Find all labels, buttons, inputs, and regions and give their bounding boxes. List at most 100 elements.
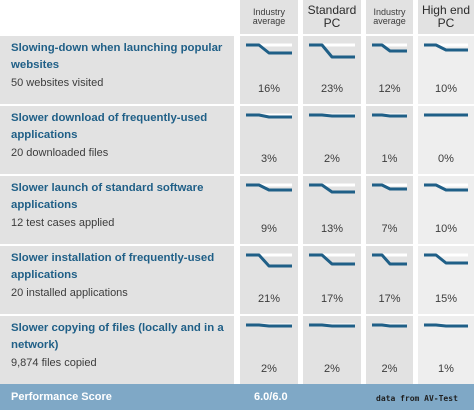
slowdown-line-mark [309,253,355,266]
value-cell: 13% [303,176,361,244]
performance-score-value: 6.0/6.0 [254,391,288,403]
slowdown-percentage: 2% [381,363,398,375]
slowdown-line-mark [424,183,468,192]
slowdown-percentage: 23% [320,83,344,95]
value-cell: 0% [418,106,474,174]
performance-score-label: Performance Score [11,391,112,403]
slowdown-percentage: 17% [378,293,401,305]
column-header-label: Industry average [373,6,406,26]
slowdown-line-mark [424,43,468,52]
slowdown-graph-icon [424,183,468,192]
slowdown-percentage: 16% [257,83,281,95]
slowdown-graph-icon [424,113,468,117]
row-subtitle: 12 test cases applied [11,217,115,229]
slowdown-line-mark [309,183,355,194]
value-cell: 16% [240,36,298,104]
slowdown-line-mark [372,183,407,191]
table-row: Slower download of frequently-used appli… [0,106,474,174]
value-cell: 2% [303,106,361,174]
performance-score-bar: Performance Score 6.0/6.0 data from AV-T… [0,384,474,410]
slowdown-graph-icon [424,43,468,52]
row-label: Slower copying of files (locally and in … [0,316,234,384]
column-header-label: Industry average [252,6,286,26]
slowdown-graph-icon [246,253,292,268]
value-cell: 2% [303,316,361,384]
slowdown-graph-icon [309,113,355,118]
row-title: Slower launch of standard software appli… [11,182,204,211]
value-cell: 2% [240,316,298,384]
slowdown-graph-icon [372,43,407,53]
value-cell: 1% [366,106,413,174]
slowdown-percentage: 21% [257,293,281,305]
slowdown-line-mark [309,43,355,59]
table-header: Industry average Standard PC Industry av… [0,0,474,34]
slowdown-percentage: 10% [434,83,458,95]
slowdown-graph-icon [309,253,355,266]
slowdown-percentage: 10% [434,223,458,235]
row-title: Slower download of frequently-used appli… [11,112,208,141]
value-cell: 12% [366,36,413,104]
slowdown-line-mark [246,323,292,328]
slowdown-line-mark [372,323,407,328]
slowdown-graph-icon [309,183,355,194]
row-label: Slower download of frequently-used appli… [0,106,234,174]
row-subtitle: 50 websites visited [11,77,104,89]
slowdown-graph-icon [246,43,292,55]
slowdown-line-mark [246,253,292,268]
slowdown-line-mark [246,43,292,55]
table-row: Slower installation of frequently-used a… [0,246,474,314]
value-cell: 2% [366,316,413,384]
value-cell: 17% [366,246,413,314]
slowdown-graph-icon [372,253,407,266]
slowdown-graph-icon [246,113,292,119]
data-source-credit: data from AV-Test [376,394,458,403]
value-cell: 21% [240,246,298,314]
slowdown-percentage: 2% [324,363,340,375]
row-label: Slower launch of standard software appli… [0,176,234,244]
column-header-label: High end PC [421,3,471,30]
column-header-industry-average-1: Industry average [240,0,298,34]
table-row: Slower copying of files (locally and in … [0,316,474,384]
slowdown-graph-icon [424,323,468,328]
table-row: Slower launch of standard software appli… [0,176,474,244]
row-subtitle: 20 installed applications [11,287,128,299]
slowdown-graph-icon [246,183,292,192]
slowdown-percentage: 1% [438,363,454,375]
slowdown-line-mark [309,323,355,328]
value-cell: 10% [418,36,474,104]
slowdown-line-mark [424,323,468,328]
column-header-high-end-pc: High end PC [418,0,474,34]
slowdown-graph-icon [372,183,407,191]
value-cell: 17% [303,246,361,314]
slowdown-percentage: 0% [438,153,454,165]
slowdown-percentage: 2% [261,363,277,375]
value-cell: 9% [240,176,298,244]
table-row: Slowing-down when launching popular webs… [0,36,474,104]
slowdown-percentage: 12% [378,83,401,95]
slowdown-percentage: 17% [320,293,344,305]
slowdown-percentage: 3% [261,153,277,165]
slowdown-line-mark [372,253,407,266]
row-label: Slower installation of frequently-used a… [0,246,234,314]
value-cell: 15% [418,246,474,314]
slowdown-line-mark [372,113,407,118]
slowdown-line-mark [424,253,468,265]
slowdown-line-mark [372,43,407,53]
row-subtitle: 9,874 files copied [11,357,97,369]
slowdown-graph-icon [246,323,292,328]
value-cell: 3% [240,106,298,174]
slowdown-percentage: 2% [324,153,340,165]
row-title: Slowing-down when launching popular webs… [11,42,223,71]
row-label: Slowing-down when launching popular webs… [0,36,234,104]
row-title: Slower copying of files (locally and in … [11,322,224,351]
column-header-label: Standard PC [307,3,357,30]
slowdown-graph-icon [372,113,407,118]
slowdown-percentage: 9% [261,223,277,235]
slowdown-graph-icon [372,323,407,328]
value-cell: 23% [303,36,361,104]
value-cell: 10% [418,176,474,244]
row-subtitle: 20 downloaded files [11,147,109,159]
column-header-standard-pc: Standard PC [303,0,361,34]
slowdown-percentage: 1% [381,153,398,165]
